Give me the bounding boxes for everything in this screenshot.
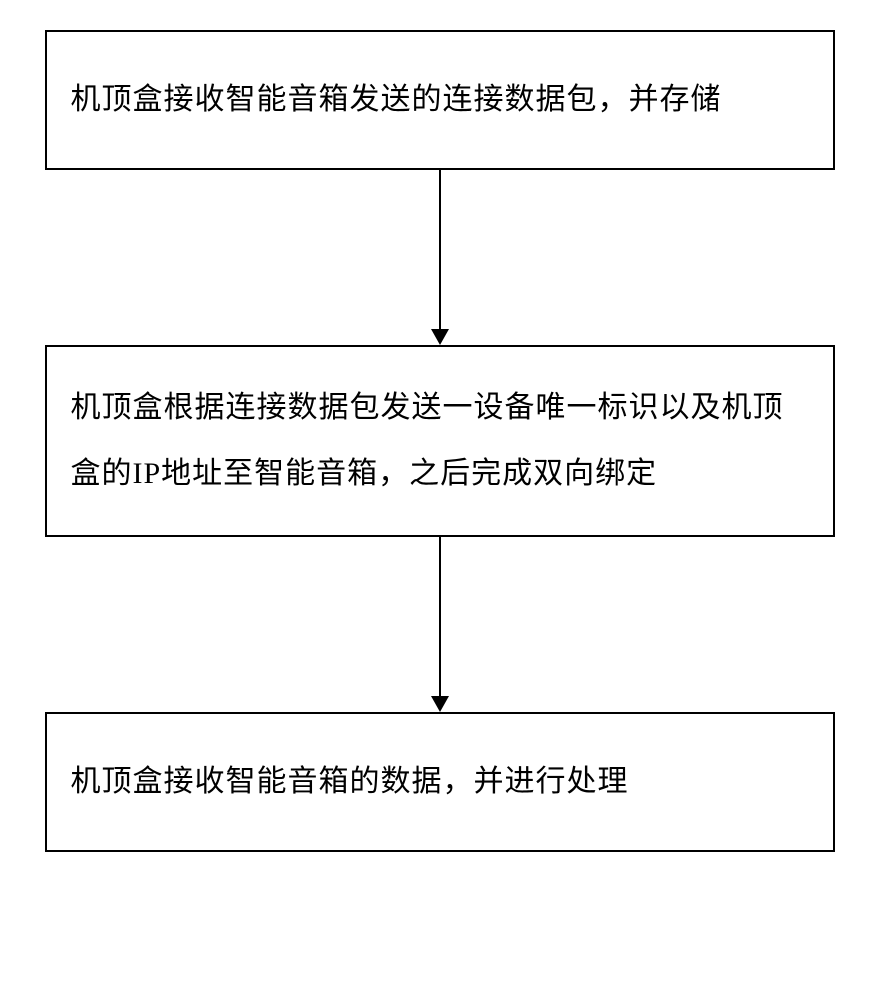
step-3-text: 机顶盒接收智能音箱的数据，并进行处理 — [71, 765, 629, 798]
step-1-text: 机顶盒接收智能音箱发送的连接数据包，并存储 — [71, 83, 722, 116]
step-2-text: 机顶盒根据连接数据包发送一设备唯一标识以及机顶盒的IP地址至智能音箱，之后完成双… — [71, 391, 784, 490]
arrow-line — [439, 170, 441, 329]
flowchart-step-2: 机顶盒根据连接数据包发送一设备唯一标识以及机顶盒的IP地址至智能音箱，之后完成双… — [45, 345, 835, 537]
arrow-2 — [439, 537, 441, 712]
flowchart-step-1: 机顶盒接收智能音箱发送的连接数据包，并存储 — [45, 30, 835, 170]
flowchart-container: 机顶盒接收智能音箱发送的连接数据包，并存储 机顶盒根据连接数据包发送一设备唯一标… — [0, 0, 879, 852]
arrow-1 — [439, 170, 441, 345]
arrow-head-icon — [431, 696, 449, 712]
arrow-line — [439, 537, 441, 696]
arrow-head-icon — [431, 329, 449, 345]
flowchart-step-3: 机顶盒接收智能音箱的数据，并进行处理 — [45, 712, 835, 852]
